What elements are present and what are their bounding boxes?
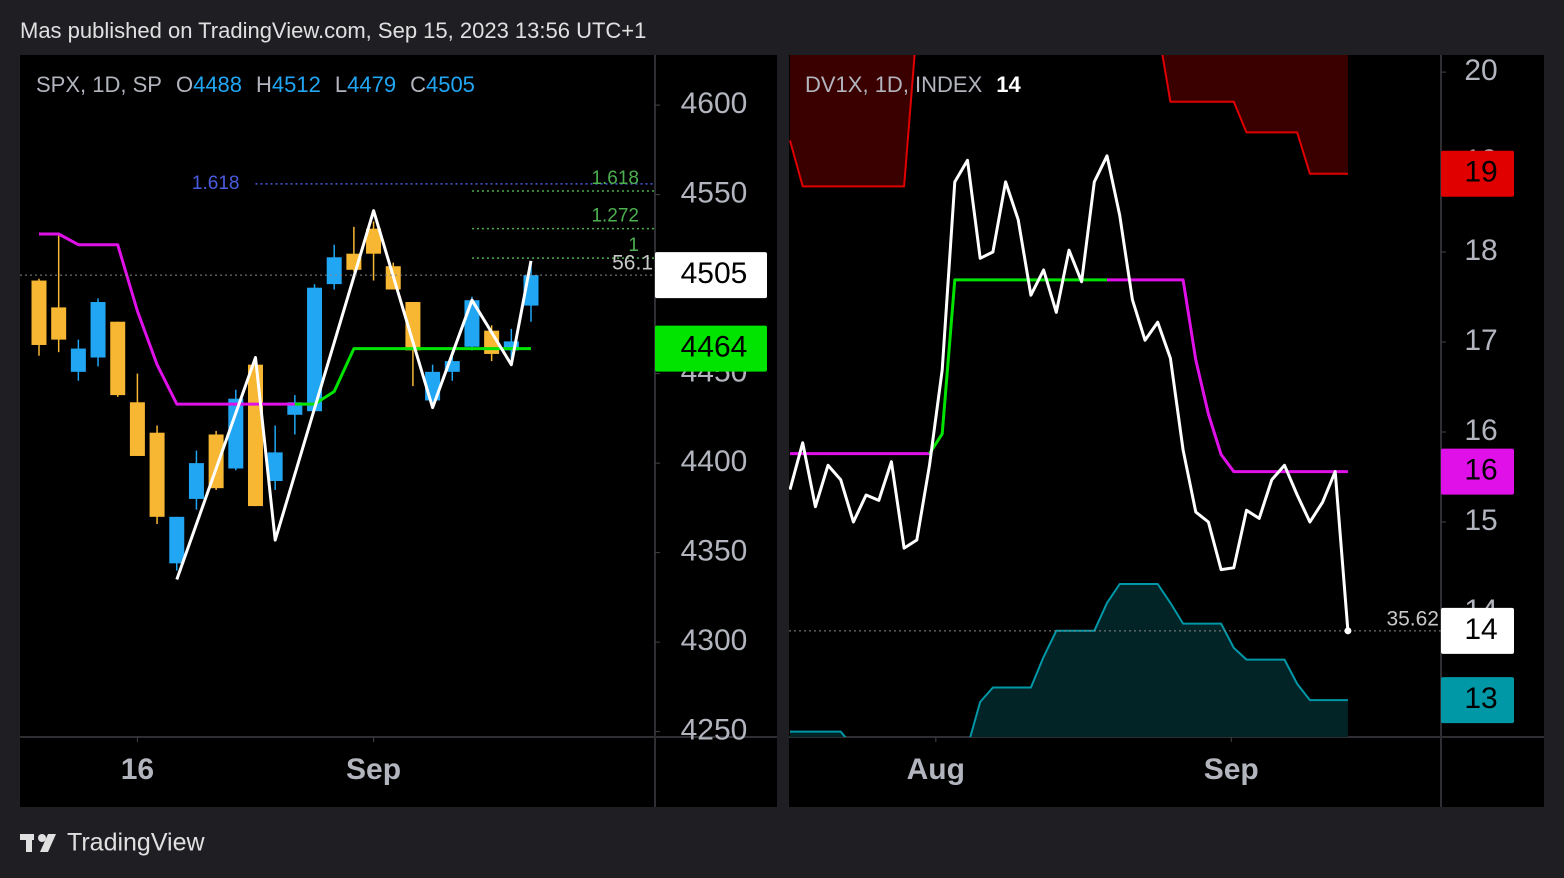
price-box [1441, 448, 1514, 495]
ohlc-value: 4479 [347, 72, 396, 97]
x-tick-label: Sep [1204, 753, 1259, 786]
series-line [789, 154, 1350, 631]
ohlc-key: H [256, 72, 272, 97]
ohlc-value: 4488 [193, 72, 242, 97]
ohlc-value: 4505 [426, 72, 475, 97]
series-line [1107, 278, 1348, 474]
candle-body [267, 452, 283, 482]
candle-body [503, 341, 519, 351]
candle-body [307, 287, 323, 412]
series-line [928, 278, 1107, 455]
x-tick-label: 16 [121, 753, 154, 786]
price-box [1441, 150, 1514, 197]
y-tick-label: 4300 [681, 624, 748, 657]
y-tick-label: 15 [1464, 504, 1497, 537]
ohlc-key: L [335, 72, 347, 97]
candle-body [149, 432, 165, 517]
candle-body [405, 302, 421, 351]
brand-logo [20, 834, 56, 852]
price-box [1441, 677, 1514, 724]
price-box-label: 14 [1464, 613, 1497, 646]
series-line [39, 232, 315, 406]
ohlc-value: 4512 [272, 72, 321, 97]
price-box [1441, 607, 1514, 654]
brand-name: TradingView [67, 829, 206, 857]
candle-body [31, 280, 47, 345]
y-tick-label: 4550 [681, 177, 748, 210]
annotation: 35.62 [1386, 607, 1439, 630]
candle-body [247, 364, 263, 507]
candle-body [228, 398, 244, 469]
symbol-header: SPX, 1D, SP O4488 H4512 L4479 C4505 [36, 72, 475, 97]
ohlc-key: O [176, 72, 193, 97]
price-box-label: 4464 [681, 330, 748, 363]
candle-body [366, 228, 382, 254]
y-tick-label: 4400 [681, 445, 748, 478]
symbol-header: DV1X, 1D, INDEX 14 [805, 72, 1022, 97]
y-tick-label: 17 [1464, 324, 1497, 357]
y-tick-label: 16 [1464, 414, 1497, 447]
symbol-title: DV1X, 1D, INDEX [805, 72, 983, 97]
panel-left [20, 55, 777, 807]
candle-body [188, 463, 204, 499]
fib-label: 1 [628, 235, 639, 256]
price-box-label: 4505 [681, 257, 748, 290]
price-box [655, 325, 767, 372]
candle-body [129, 402, 145, 456]
overlay: 4250430043504400445045004550460016Sep1.6… [36, 72, 767, 786]
charts: 4250430043504400445045004550460016Sep1.6… [20, 54, 1514, 786]
series-line [789, 55, 1348, 188]
fib-label: 1.618 [192, 173, 240, 194]
price-box-label: 19 [1464, 156, 1497, 189]
candle-body [90, 302, 106, 358]
price-box-label: 13 [1464, 682, 1497, 715]
series-line [175, 209, 533, 581]
ohlc-key: C [410, 72, 426, 97]
symbol-title: SPX, 1D, SP [36, 72, 162, 97]
candle-body [326, 257, 342, 285]
candle-body [169, 516, 185, 564]
band-fill [790, 55, 1348, 187]
series-line [294, 347, 531, 406]
y-tick-label: 4350 [681, 535, 748, 568]
publish-header: Mas published on TradingView.com, Sep 15… [20, 18, 646, 43]
symbol-value: 14 [996, 72, 1021, 97]
y-tick-label: 20 [1464, 54, 1497, 87]
fib-label: 1.618 [591, 168, 639, 189]
x-tick-label: Aug [907, 753, 965, 786]
annotation: 56.1 [612, 252, 653, 275]
plot-area [789, 55, 1441, 737]
y-tick-label: 18 [1464, 234, 1497, 267]
y-tick-label: 4600 [681, 87, 748, 120]
candle-body [110, 321, 126, 396]
price-box-label: 16 [1464, 453, 1497, 486]
x-tick-label: Sep [346, 753, 401, 786]
candle-body [70, 348, 86, 372]
plot-area [20, 183, 655, 581]
y-tick-label: 4250 [681, 714, 748, 747]
candle-body [51, 307, 67, 340]
last-point [1344, 627, 1352, 635]
band-fill [790, 584, 1348, 737]
price-box [655, 252, 767, 299]
fib-label: 1.272 [591, 206, 639, 227]
candle-body [444, 361, 460, 372]
